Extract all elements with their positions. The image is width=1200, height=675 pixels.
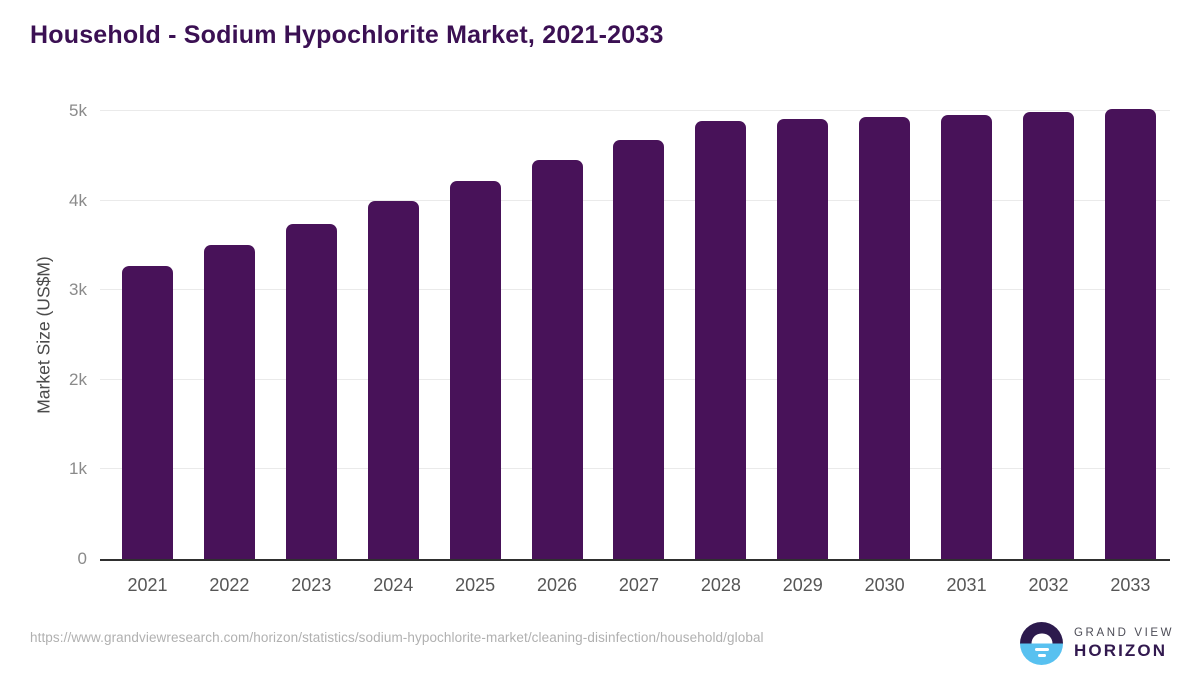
x-tick-label-2022: 2022 [209,575,250,595]
logo-sun-dome [1031,633,1052,644]
y-tick-label-4k: 4k [69,190,87,210]
bar-column-2026: 2026 [531,111,583,595]
x-tick-label-2032: 2032 [1028,575,1069,595]
bar-2026 [531,160,583,559]
source-url: https://www.grandviewresearch.com/horizo… [30,630,764,645]
bar-2030 [859,117,911,559]
y-tick-label-2k: 2k [69,369,87,389]
gridline-5k [100,110,1170,111]
brand-text: GRAND VIEW HORIZON [1074,627,1174,661]
x-tick-label-2024: 2024 [373,575,414,595]
bar-2023 [285,223,337,559]
page-title: Household - Sodium Hypochlorite Market, … [30,21,664,49]
x-tick-label-2027: 2027 [618,575,659,595]
bar-column-2022: 2022 [203,111,255,595]
y-tick-label-1k: 1k [69,459,87,479]
y-tick-label-3k: 3k [69,280,87,300]
bar-2029 [777,119,829,559]
x-tick-label-2025: 2025 [455,575,496,595]
x-tick-label-2026: 2026 [537,575,578,595]
bar-column-2030: 2030 [859,111,911,595]
brand-name-bottom: HORIZON [1074,640,1168,660]
bar-column-2032: 2032 [1022,111,1074,595]
bar-column-2027: 2027 [613,111,665,595]
bar-2025 [449,180,501,559]
bar-column-2021: 2021 [122,111,173,595]
bar-column-2028: 2028 [695,111,747,595]
logo-reflection-line-1 [1034,648,1049,652]
bar-column-2029: 2029 [777,111,829,595]
bar-2032 [1022,111,1074,559]
x-tick-label-2021: 2021 [127,575,168,595]
bar-2028 [695,120,747,559]
bar-2027 [613,139,665,559]
x-tick-label-2030: 2030 [864,575,905,595]
brand-logo: GRAND VIEW HORIZON [1020,622,1174,665]
bar-2021 [122,266,173,559]
y-tick-label-0: 0 [77,549,87,568]
bar-2033 [1104,109,1156,559]
brand-name-top: GRAND VIEW [1074,626,1175,639]
bar-2024 [367,200,419,559]
bar-column-2031: 2031 [941,111,993,595]
x-tick-label-2028: 2028 [700,575,741,595]
plot-area: 0 1k 2k 3k 4k 5k 2021 2022 2023 2024 2025 2026 2027… [69,101,1170,595]
x-tick-label-2033: 2033 [1110,575,1151,595]
bar-2022 [203,245,255,559]
horizon-logo-icon [1020,622,1063,665]
y-tick-label-5k: 5k [69,101,87,120]
x-tick-label-2031: 2031 [946,575,987,595]
bar-2031 [941,114,993,559]
bar-column-2033: 2033 [1104,109,1156,595]
bars-container: 2021 2022 2023 2024 2025 2026 2027 2028 2029 2030… [100,109,1170,595]
logo-reflection-line-2 [1037,654,1046,658]
x-tick-label-2029: 2029 [782,575,823,595]
bar-column-2024: 2024 [367,111,419,595]
bar-column-2023: 2023 [285,111,337,595]
y-axis-title: Market Size (US$M) [33,256,54,414]
x-tick-label-2023: 2023 [291,575,332,595]
bar-column-2025: 2025 [449,111,501,595]
